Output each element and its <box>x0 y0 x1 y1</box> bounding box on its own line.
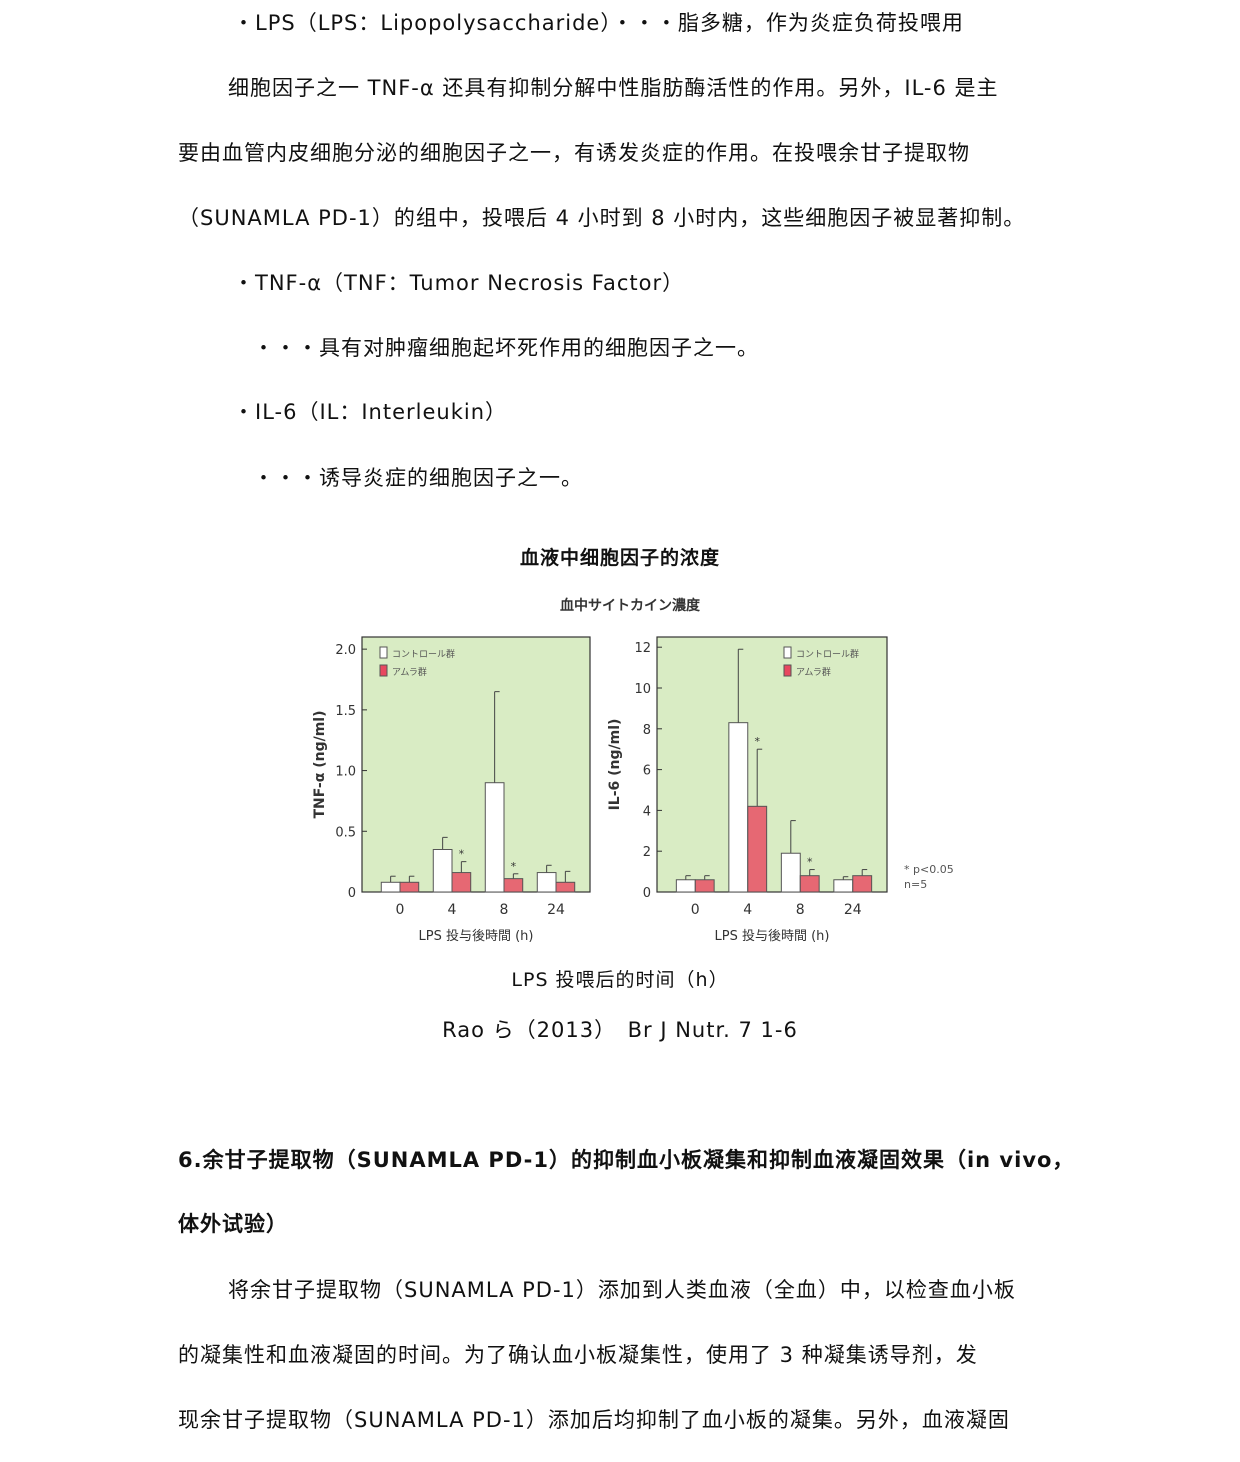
bar-amura <box>451 872 472 893</box>
section-heading-cont: 体外试验） <box>178 1212 288 1236</box>
y-tick-label: 6 <box>643 764 651 779</box>
x-tick-label: 8 <box>796 902 805 918</box>
plot-area <box>656 636 888 893</box>
y-tick-label: 0 <box>348 886 356 901</box>
legend-label: コントロール群 <box>392 648 455 660</box>
significance-mark: * <box>754 735 760 748</box>
legend-swatch <box>379 646 388 659</box>
bar-amura <box>503 878 524 893</box>
x-tick-label: 0 <box>691 902 700 918</box>
legend-swatch <box>783 646 792 659</box>
significance-mark: * <box>807 856 813 869</box>
y-tick-label: 2.0 <box>335 643 356 658</box>
section-heading: 6.余甘子提取物（SUNAMLA PD-1）的抑制血小板凝集和抑制血液凝固效果（… <box>178 1148 1075 1172</box>
bullet-tnf-desc: ・・・具有对肿瘤细胞起坏死作用的细胞因子之一。 <box>253 336 759 360</box>
bar-control <box>536 872 557 893</box>
x-tick-label: 4 <box>448 902 457 918</box>
x-tick-label: 24 <box>547 902 565 918</box>
x-tick-label: 24 <box>844 902 862 918</box>
significance-mark: * <box>511 860 517 873</box>
footnote: n=5 <box>904 878 927 891</box>
citation: Rao ら（2013） Br J Nutr. 7 1-6 <box>442 1018 798 1042</box>
y-tick-label: 0.5 <box>335 825 356 840</box>
bar-amura <box>694 879 715 893</box>
figure-x-caption: LPS 投喂后的时间（h） <box>511 969 729 991</box>
paragraph-line: 细胞因子之一 TNF-α 还具有抑制分解中性脂肪酶活性的作用。另外，IL-6 是… <box>228 76 999 100</box>
y-tick-label: 8 <box>643 723 651 738</box>
y-axis-label: IL-6 (ng/ml) <box>607 719 623 811</box>
bullet-il6-desc: ・・・诱导炎症的细胞因子之一。 <box>253 466 583 490</box>
paragraph-line: 要由血管内皮细胞分泌的细胞因子之一，有诱发炎症的作用。在投喂余甘子提取物 <box>178 141 970 165</box>
x-tick-label: 0 <box>396 902 405 918</box>
x-axis-label: LPS 投与後時間 (h) <box>715 928 830 944</box>
bullet-lps: ・LPS（LPS：Lipopolysaccharide）・・・脂多糖，作为炎症负… <box>233 11 964 35</box>
legend-label: アムラ群 <box>392 666 427 678</box>
x-tick-label: 8 <box>500 902 509 918</box>
legend-swatch <box>783 664 792 677</box>
bar-amura <box>852 875 873 893</box>
y-tick-label: 10 <box>634 682 651 697</box>
x-tick-label: 4 <box>743 902 752 918</box>
bar-control <box>484 782 505 893</box>
y-tick-label: 0 <box>643 886 651 901</box>
chart-svg: 血中サイトカイン濃度 0 0.5 1.0 1.5 2.0 TNF-α (ng/ml) 0 4 * 8… <box>312 597 954 944</box>
bar-control <box>675 879 696 893</box>
y-tick-label: 12 <box>634 641 651 656</box>
paragraph-line: （SUNAMLA PD-1）的组中，投喂后 4 小时到 8 小时内，这些细胞因子… <box>178 206 1026 230</box>
plot-area <box>361 636 591 893</box>
bar-control <box>833 879 854 893</box>
paragraph-line: 现余甘子提取物（SUNAMLA PD-1）添加后均抑制了血小板的凝集。另外，血液… <box>178 1408 1010 1432</box>
paragraph-line: 的凝集性和血液凝固的时间。为了确认血小板凝集性，使用了 3 种凝集诱导剂，发 <box>178 1343 978 1367</box>
bar-control <box>380 881 401 893</box>
bar-control <box>432 849 453 893</box>
paragraph-line: 将余甘子提取物（SUNAMLA PD-1）添加到人类血液（全血）中，以检查血小板 <box>228 1278 1016 1302</box>
y-tick-label: 1.5 <box>335 704 356 719</box>
footnote: * p<0.05 <box>904 863 954 876</box>
x-axis-label: LPS 投与後時間 (h) <box>419 928 534 944</box>
y-tick-label: 4 <box>643 804 651 819</box>
y-tick-label: 2 <box>643 845 651 860</box>
bar-amura <box>747 805 768 893</box>
bar-amura <box>399 881 420 893</box>
legend-swatch <box>379 664 388 677</box>
significance-mark: * <box>459 848 465 861</box>
legend-label: コントロール群 <box>796 648 859 660</box>
y-axis-label: TNF-α (ng/ml) <box>312 711 328 819</box>
bar-control <box>780 852 801 893</box>
chart-title: 血中サイトカイン濃度 <box>560 597 701 614</box>
bar-amura <box>799 875 820 893</box>
legend-label: アムラ群 <box>796 666 831 678</box>
bullet-il6: ・IL-6（IL：Interleukin） <box>233 400 508 424</box>
bullet-tnf: ・TNF-α（TNF：Tumor Necrosis Factor） <box>233 271 685 295</box>
y-tick-label: 1.0 <box>335 765 356 780</box>
bar-amura <box>555 881 576 893</box>
figure-caption: 血液中细胞因子的浓度 <box>519 547 720 569</box>
bar-control <box>728 722 749 893</box>
cytokine-figure: 血中サイトカイン濃度 0 0.5 1.0 1.5 2.0 TNF-α (ng/ml) 0 4 * 8… <box>290 580 970 960</box>
